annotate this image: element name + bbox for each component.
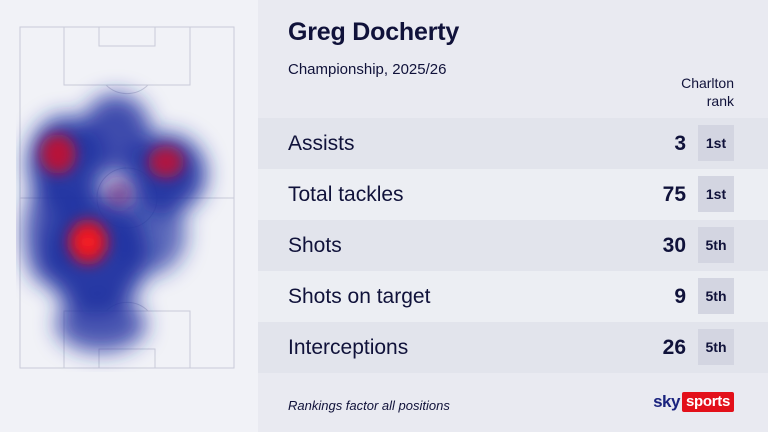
heat-halo [24, 94, 206, 352]
stat-value: 26 [662, 335, 686, 359]
stat-rank-badge: 1st [698, 125, 734, 161]
stat-value: 30 [662, 233, 686, 257]
pitch-svg [19, 26, 235, 369]
stat-rank-badge: 5th [698, 278, 734, 314]
stat-label: Shots on target [288, 284, 431, 308]
logo-sky-text: sky [653, 392, 680, 411]
competition-season: Championship, 2025/26 [288, 61, 447, 78]
stat-value: 3 [674, 131, 686, 155]
rank-header-line2: rank [706, 93, 734, 109]
stat-rank-badge: 1st [698, 176, 734, 212]
heat-hotspots [40, 134, 184, 264]
stat-label: Assists [288, 131, 355, 155]
stat-row-shots: Shots 30 5th [258, 220, 768, 271]
sky-sports-logo: sky sports [653, 392, 734, 412]
stat-row-interceptions: Interceptions 26 5th [258, 322, 768, 373]
stats-table: Assists 3 1st Total tackles 75 1st Shots… [258, 118, 768, 373]
stat-label: Shots [288, 233, 342, 257]
stat-row-total-tackles: Total tackles 75 1st [258, 169, 768, 220]
rank-column-header: Charlton rank [634, 74, 734, 110]
stat-value: 75 [662, 182, 686, 206]
stat-value: 9 [674, 284, 686, 308]
stat-label: Interceptions [288, 335, 409, 359]
stat-rank-badge: 5th [698, 227, 734, 263]
rankings-footnote: Rankings factor all positions [288, 398, 450, 413]
heatmap-panel [0, 0, 258, 432]
stats-panel: Greg Docherty Championship, 2025/26 Char… [258, 0, 768, 432]
rank-header-line1: Charlton [681, 75, 734, 91]
stat-rank-badge: 5th [698, 329, 734, 365]
pitch-heatmap [16, 24, 238, 372]
stat-label: Total tackles [288, 182, 404, 206]
stat-row-assists: Assists 3 1st [258, 118, 768, 169]
logo-sports-text: sports [681, 392, 734, 412]
player-name: Greg Docherty [288, 18, 460, 46]
stat-row-shots-on-target: Shots on target 9 5th [258, 271, 768, 322]
